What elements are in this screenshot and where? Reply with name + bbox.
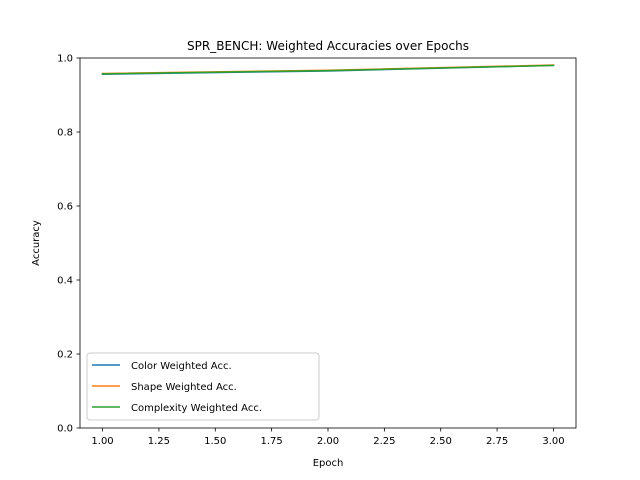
legend-label: Shape Weighted Acc.	[131, 382, 237, 393]
legend-label: Complexity Weighted Acc.	[131, 403, 262, 414]
y-axis: 0.0 0.2 0.4 0.6 0.8 1.0	[57, 54, 80, 435]
x-tick-label: 1.25	[148, 436, 170, 447]
plot-lines	[101, 64, 555, 76]
x-tick-label: 2.00	[317, 436, 339, 447]
x-axis-title: Epoch	[313, 458, 344, 469]
y-tick-label: 0.8	[57, 128, 73, 139]
chart-title: SPR_BENCH: Weighted Accuracies over Epoc…	[187, 39, 469, 53]
y-tick-label: 1.0	[57, 54, 73, 65]
y-tick-label: 0.0	[57, 424, 73, 435]
x-axis: 1.00 1.25 1.50 1.75 2.00 2.25 2.50 2.75 3.00	[91, 428, 565, 447]
x-tick-label: 2.25	[373, 436, 395, 447]
legend-label: Color Weighted Acc.	[131, 361, 232, 372]
x-tick-label: 1.50	[204, 436, 226, 447]
x-tick-label: 1.75	[261, 436, 283, 447]
legend: Color Weighted Acc. Shape Weighted Acc. Co…	[86, 352, 320, 421]
x-tick-label: 2.75	[486, 436, 508, 447]
legend-box	[86, 352, 320, 421]
series-line-3	[101, 64, 555, 75]
x-tick-label: 2.50	[430, 436, 452, 447]
y-tick-label: 0.2	[57, 350, 73, 361]
y-tick-label: 0.6	[57, 202, 73, 213]
y-tick-label: 0.4	[57, 276, 73, 287]
x-tick-label: 3.00	[542, 436, 564, 447]
y-axis-title: Accuracy	[31, 220, 42, 266]
x-tick-label: 1.00	[91, 436, 113, 447]
